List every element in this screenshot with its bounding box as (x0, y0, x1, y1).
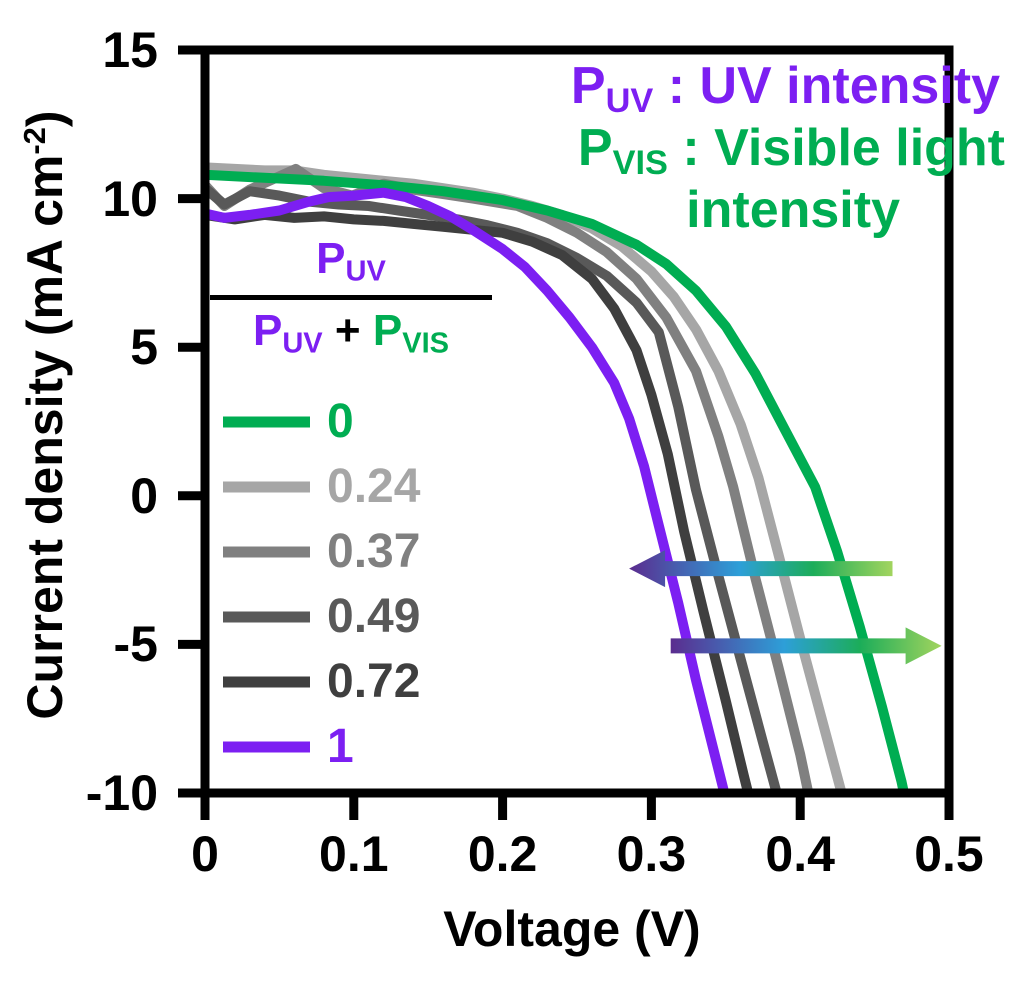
annotation-uv-text: : UV intensity (653, 57, 1000, 115)
fraction-denominator: PUV + PVIS (210, 306, 492, 361)
curve-ratio-0 (204, 169, 909, 789)
fraction-numerator: PUV (316, 234, 386, 288)
curve-ratio-0.72 (204, 209, 753, 789)
fraction-plus-sign: + (322, 305, 373, 355)
plot-frame (200, 45, 954, 798)
legend-label-0.24: 0.24 (327, 460, 421, 513)
x-tick-label-0: 0 (191, 826, 219, 882)
y-tick-label-10: 10 (102, 170, 158, 227)
annotation-vis-text: : Visible light (667, 119, 1005, 177)
legend-label-0.72: 0.72 (327, 655, 421, 708)
x-tick-label-0.4: 0.4 (765, 826, 835, 882)
legend-label-1: 1 (327, 720, 354, 773)
y-axis-title-close: ) (17, 110, 73, 128)
y-axis-title-superscript: -2 (16, 127, 52, 155)
fraction-bar (210, 294, 492, 300)
fraction-den-pvis: PVIS (372, 305, 449, 360)
p-vis-symbol: PVIS (577, 119, 668, 182)
annotation-vis-intensity: PVIS : Visible light (578, 118, 1005, 193)
legend-group (223, 416, 310, 753)
y-tick-label-15: 15 (102, 22, 158, 78)
arrow-right (670, 627, 942, 665)
y-tick-label--5: -5 (113, 616, 158, 673)
legend-label-0: 0 (327, 395, 354, 448)
gradient-arrows-group (629, 550, 942, 665)
y-tick-label-5: 5 (130, 319, 158, 376)
x-tick-label-0.2: 0.2 (467, 826, 538, 882)
x-axis-title: Voltage (V) (443, 901, 701, 957)
arrow-left (629, 550, 893, 588)
curves-group (201, 162, 909, 789)
legend-ratio-formula: PUV PUV + PVIS (210, 234, 492, 360)
x-tick-label-0.3: 0.3 (616, 826, 687, 882)
x-tick-label-0.1: 0.1 (319, 826, 389, 882)
fraction-den-puv: PUV (252, 305, 323, 360)
y-tick-label--10: -10 (85, 765, 158, 821)
y-tick-label-0: 0 (130, 467, 158, 524)
x-tick-label-0.5: 0.5 (914, 826, 984, 882)
annotation-vis-intensity-cont: intensity (686, 181, 900, 239)
curve-ratio-1 (203, 187, 729, 789)
legend-label-0.49: 0.49 (327, 590, 421, 643)
p-uv-symbol: PUV (570, 57, 654, 120)
legend-label-0.37: 0.37 (327, 525, 421, 578)
annotation-uv-intensity: PUV : UV intensity (571, 56, 1000, 131)
